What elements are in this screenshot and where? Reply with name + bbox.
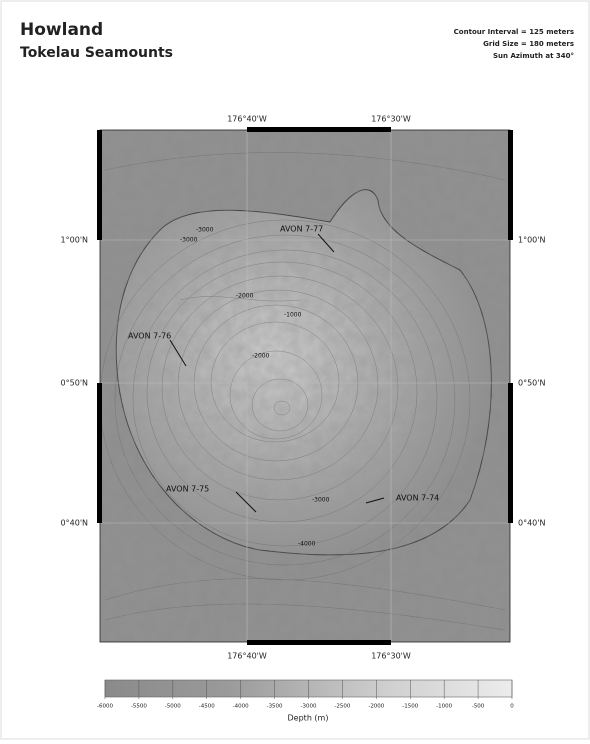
colorbar-tick-label: -3500 <box>267 704 283 710</box>
colorbar-tick-label: -4500 <box>199 704 215 710</box>
colorbar-tick-label: 0 <box>510 704 514 710</box>
contour-label: -3000 <box>180 237 198 244</box>
map-sheet: Howland Tokelau Seamounts Contour Interv… <box>0 0 590 740</box>
station-label: AVON 7-74 <box>396 494 439 503</box>
page: {"header": {"title": "Howland", "subtitl… <box>0 0 590 740</box>
colorbar-tick-label: -6000 <box>97 704 113 710</box>
lat-label: 1°00'N <box>61 236 88 245</box>
contour-label: -2000 <box>252 353 270 360</box>
station-label: AVON 7-77 <box>280 225 323 234</box>
colorbar-tick-label: -4000 <box>233 704 249 710</box>
contour-label: -4000 <box>298 541 316 548</box>
lon-label: 176°40'W <box>227 115 267 124</box>
lon-label: 176°30'W <box>371 652 411 661</box>
colorbar-tick-label: -1500 <box>402 704 418 710</box>
colorbar-tick-label: -1000 <box>436 704 452 710</box>
lat-label: 0°40'N <box>61 519 88 528</box>
contour-label: -3000 <box>196 227 214 234</box>
relief: AVON 7-77 AVON 7-76 AVON 7-75 AVON 7-74 … <box>100 130 510 642</box>
info-line: Sun Azimuth at 340° <box>493 52 574 60</box>
hillshade <box>100 130 510 642</box>
info-line: Contour Interval = 125 meters <box>454 28 574 36</box>
colorbar-tick-label: -5000 <box>165 704 181 710</box>
lat-label: 0°40'N <box>518 519 545 528</box>
lat-label: 0°50'N <box>518 379 545 388</box>
contour-label: -2000 <box>236 293 254 300</box>
station-label: AVON 7-76 <box>128 332 171 341</box>
colorbar-tick-label: -5500 <box>131 704 147 710</box>
colorbar-tick-label: -2000 <box>368 704 384 710</box>
title: Howland <box>20 20 103 40</box>
subtitle: Tokelau Seamounts <box>20 45 173 61</box>
lat-label: 0°50'N <box>61 379 88 388</box>
colorbar-tick-label: -3000 <box>301 704 317 710</box>
contour-label: -3000 <box>312 497 330 504</box>
lon-label: 176°40'W <box>227 652 267 661</box>
lon-label: 176°30'W <box>371 115 411 124</box>
contour-label: -1000 <box>284 312 302 319</box>
info-line: Grid Size = 180 meters <box>483 40 574 48</box>
station-label: AVON 7-75 <box>166 485 209 494</box>
lat-label: 1°00'N <box>518 236 545 245</box>
colorbar-tick-label: -2500 <box>334 704 350 710</box>
colorbar-label: Depth (m) <box>288 714 329 723</box>
colorbar-tick-label: -500 <box>472 704 485 710</box>
